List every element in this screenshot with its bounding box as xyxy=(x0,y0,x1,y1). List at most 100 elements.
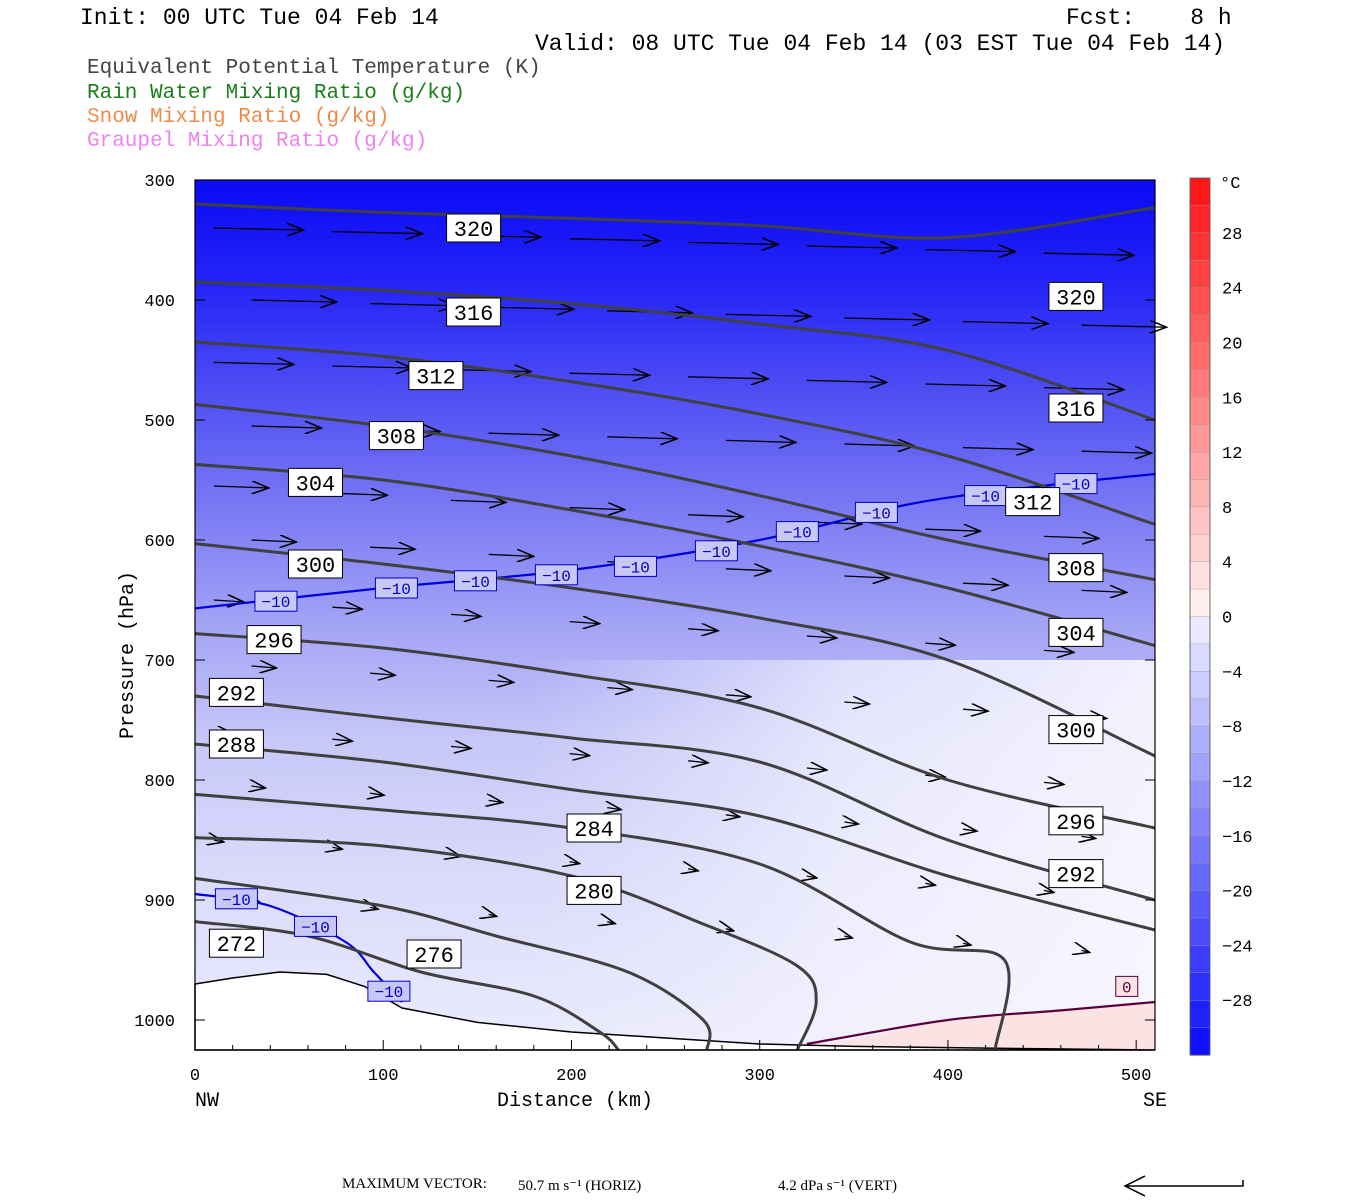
theta-e-contour xyxy=(194,836,818,1051)
wind-vector xyxy=(844,576,889,578)
temperature-label: −10 xyxy=(374,984,403,1002)
wind-vector xyxy=(213,486,269,488)
wind-vector xyxy=(844,702,869,704)
wind-vector xyxy=(570,862,580,864)
colorbar-segment xyxy=(1189,506,1211,535)
temperature-label-box xyxy=(374,577,418,599)
temperature-label-box xyxy=(367,980,411,1002)
wind-vector xyxy=(1043,650,1074,652)
y-axis-label: Pressure (hPa) xyxy=(117,571,140,739)
wind-vector xyxy=(688,515,743,517)
colorbar-segment xyxy=(1189,753,1211,782)
wind-vector xyxy=(725,314,811,316)
colorbar-label: −16 xyxy=(1222,829,1253,848)
wind-vector xyxy=(806,246,897,248)
colorbar-segment xyxy=(1189,561,1211,590)
wind-vector xyxy=(925,529,980,531)
colorbar-segment xyxy=(1189,862,1211,892)
theta-e-label-box xyxy=(1005,487,1061,517)
colorbar-segment xyxy=(1189,369,1211,398)
theta-e-label-box xyxy=(208,677,264,707)
theta-e-contour xyxy=(194,792,1011,1051)
colorbar-label: 4 xyxy=(1222,555,1232,574)
theta-e-label-box xyxy=(287,549,343,579)
theta-e-label: 304 xyxy=(1056,622,1096,647)
wind-vector xyxy=(569,754,590,756)
theta-e-label-box xyxy=(287,467,343,497)
temperature-label: −10 xyxy=(542,568,571,586)
theta-e-label: 296 xyxy=(1056,811,1096,836)
wind-vector xyxy=(844,936,852,938)
colorbar-label: 0 xyxy=(1222,610,1232,629)
wind-vector xyxy=(213,228,304,230)
wind-vector xyxy=(725,569,771,571)
temperature-label: −10 xyxy=(971,489,1000,507)
y-tick-label: 900 xyxy=(144,893,175,912)
reference-vector xyxy=(1123,1175,1244,1197)
wind-vector xyxy=(569,508,625,510)
theta-e-label: 288 xyxy=(217,734,257,759)
colorbar-segment xyxy=(1189,780,1211,810)
colorbar-segment xyxy=(1189,232,1211,261)
temperature-label: −10 xyxy=(621,559,650,577)
wind-vector xyxy=(1044,890,1054,892)
temperature-label-box xyxy=(534,564,578,586)
plot-frame xyxy=(194,179,1156,1051)
legend-theta-e: Equivalent Potential Temperature (K) xyxy=(87,57,541,80)
legend-graupel: Graupel Mixing Ratio (g/kg) xyxy=(87,130,428,153)
wind-vector xyxy=(963,829,977,831)
theta-e-label-box xyxy=(406,939,462,969)
y-tick-label: 700 xyxy=(144,653,175,672)
wind-vector xyxy=(332,847,342,849)
wind-vector xyxy=(251,426,321,428)
colorbar-segment xyxy=(1189,835,1211,864)
wind-vector xyxy=(332,366,412,368)
theta-e-label: 276 xyxy=(414,944,454,969)
y-tick-label: 800 xyxy=(144,773,175,792)
colorbar-label: 8 xyxy=(1222,500,1232,519)
temperature-label-box xyxy=(453,570,497,592)
temperature-label: −10 xyxy=(1062,477,1091,495)
y-tick-label: 1000 xyxy=(134,1013,175,1032)
wind-vector xyxy=(251,666,276,668)
temperature-label: −10 xyxy=(301,919,330,937)
colorbar-segment xyxy=(1189,205,1211,234)
theta-e-contour xyxy=(194,462,1156,648)
se-label: SE xyxy=(1143,1090,1167,1113)
wind-vector xyxy=(370,304,455,306)
colorbar-label: −24 xyxy=(1222,938,1253,957)
colorbar-segment xyxy=(1189,972,1211,1001)
wind-vector xyxy=(844,822,858,824)
theta-e-label-box xyxy=(1048,806,1104,836)
x-tick-label: 400 xyxy=(933,1067,964,1086)
theta-e-label-box xyxy=(566,875,622,905)
colorbar-label: 24 xyxy=(1222,281,1242,300)
temperature-label-box xyxy=(775,521,819,543)
wind-vector xyxy=(925,883,935,885)
wind-vector xyxy=(450,614,481,616)
wind-vector xyxy=(1043,253,1134,255)
theta-e-label-box xyxy=(208,729,264,759)
theta-e-label: 320 xyxy=(1056,286,1096,311)
theta-e-label: 292 xyxy=(217,682,257,707)
temperature-label-box xyxy=(613,555,657,577)
colorbar-segment xyxy=(1189,671,1211,700)
colorbar-segment xyxy=(1189,424,1211,453)
theta-e-label-box xyxy=(1048,281,1104,311)
wind-vector xyxy=(688,761,708,763)
temperature-label-box xyxy=(694,540,738,562)
wind-vector xyxy=(726,815,740,817)
theta-e-label-box xyxy=(446,213,502,243)
temperature-label: 0 xyxy=(1122,979,1132,997)
wind-vector xyxy=(488,307,574,309)
wind-vector xyxy=(607,922,615,924)
theta-e-label: 304 xyxy=(296,472,336,497)
wind-vector xyxy=(370,547,415,549)
colorbar-segment xyxy=(1189,397,1211,426)
theta-e-contour xyxy=(194,542,1156,758)
theta-e-label: 316 xyxy=(454,302,494,327)
theta-e-label-box xyxy=(1048,715,1104,745)
temperature-label: −10 xyxy=(461,574,490,592)
theta-e-label-box xyxy=(446,297,502,327)
theta-e-label: 296 xyxy=(254,630,294,655)
